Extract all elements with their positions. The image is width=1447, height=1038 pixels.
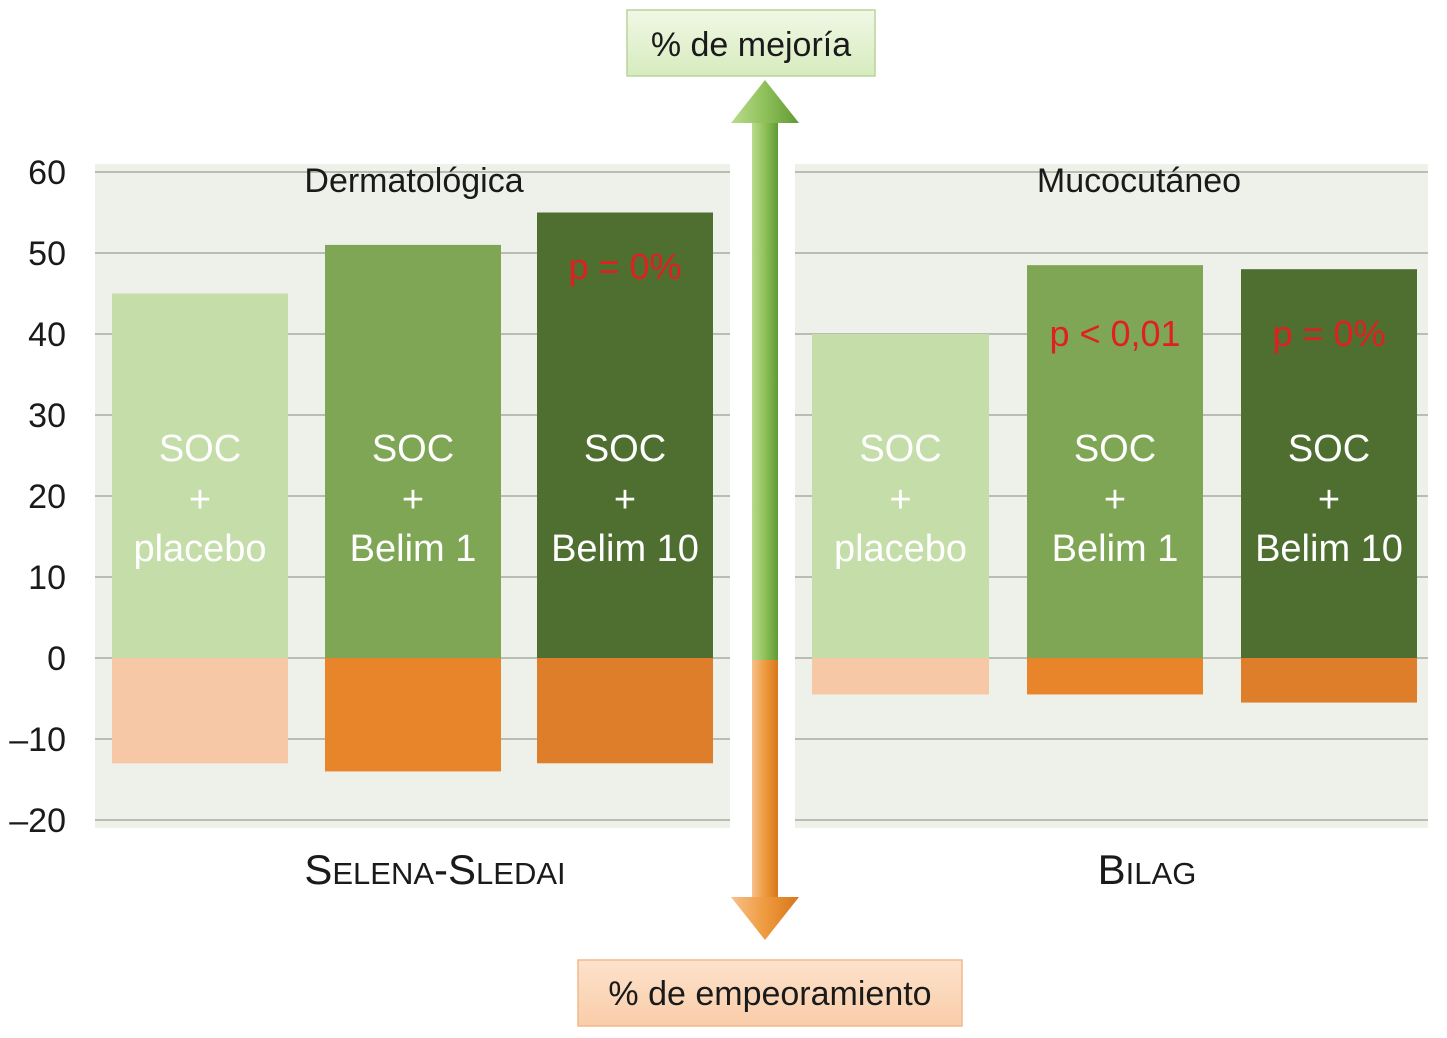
arrow-down-shaft [752, 660, 778, 898]
panel-title: Mucocutáneo [1037, 162, 1241, 200]
bar-label: SOC [584, 428, 666, 470]
bar-improvement [812, 334, 989, 658]
group-label: SELENA-SLEDAI [304, 846, 565, 893]
y-tick-label: 0 [47, 640, 66, 678]
improvement-label: % de mejoría [651, 26, 851, 64]
panel-2: Mucocutáneo SOC + placebo SOC + Belim 1 p < 0,0… [795, 162, 1428, 893]
p-value-label: p < 0,01 [1049, 313, 1180, 354]
panel-1: Dermatológica SOC + placebo SOC + Belim 1 SOC + B… [95, 162, 730, 893]
direction-arrow [731, 80, 799, 940]
group-label: BILAG [1098, 846, 1197, 893]
improvement-label-box: % de mejoría [626, 9, 876, 77]
arrow-down-head [731, 897, 799, 940]
bar-label: Belim 10 [551, 528, 699, 570]
bar-label: Belim 1 [350, 528, 477, 570]
bar-label: + [1104, 479, 1126, 521]
bar-worsening [325, 658, 501, 772]
bar-improvement [325, 244, 501, 658]
bar-label: + [614, 479, 636, 521]
bar-worsening [537, 658, 713, 764]
y-axis: 60 50 40 30 20 10 0 –10 –20 [9, 154, 66, 840]
bar-label: + [402, 479, 424, 521]
improvement-box [626, 9, 876, 77]
bar-worsening [112, 658, 288, 764]
bar-improvement [1027, 265, 1203, 658]
bar-label: Belim 1 [1052, 528, 1179, 570]
bar-label: SOC [1288, 428, 1370, 470]
p-value-label: p = 0% [1272, 313, 1385, 354]
arrow-up-head [731, 80, 799, 123]
worsening-box [577, 959, 963, 1027]
bar-label: + [889, 479, 911, 521]
bar-label: SOC [159, 428, 241, 470]
y-tick-label: 10 [28, 559, 66, 597]
bar-worsening [1027, 658, 1203, 695]
y-tick-label: 50 [28, 235, 66, 273]
panel-title: Dermatológica [304, 162, 523, 200]
bar-label: Belim 10 [1255, 528, 1403, 570]
y-tick-label: 40 [28, 316, 66, 354]
bar-label: SOC [1074, 428, 1156, 470]
arrow-up-shaft [752, 122, 778, 660]
bar-label: SOC [372, 428, 454, 470]
bar-label: + [1318, 479, 1340, 521]
bar-improvement [537, 212, 713, 658]
y-tick-label: 30 [28, 397, 66, 435]
bar-label: SOC [859, 428, 941, 470]
worsening-label: % de empeoramiento [608, 975, 931, 1013]
y-tick-label: 60 [28, 154, 66, 192]
y-tick-label: –20 [9, 802, 66, 840]
bar-label: placebo [834, 528, 967, 570]
y-tick-label: –10 [9, 721, 66, 759]
bar-improvement [1241, 269, 1417, 658]
bar-label: placebo [133, 528, 266, 570]
p-value-label: p = 0% [568, 246, 681, 287]
bar-worsening [1241, 658, 1417, 703]
y-tick-label: 20 [28, 478, 66, 516]
bar-improvement [112, 293, 288, 658]
worsening-label-box: % de empeoramiento [577, 959, 963, 1027]
bar-label: + [189, 479, 211, 521]
bar-worsening [812, 658, 989, 695]
